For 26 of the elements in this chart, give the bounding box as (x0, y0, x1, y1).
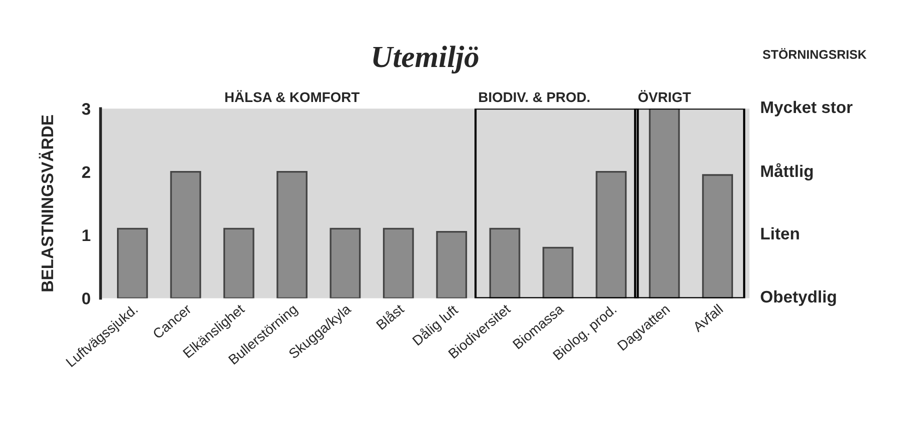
text: HÄLSA & KOMFORT (225, 90, 360, 102)
text: Liten (761, 227, 799, 240)
text: Mycket stor (761, 100, 852, 116)
bar (382, 228, 414, 298)
y-tick-label: 1 (82, 230, 90, 242)
y-tick-label: 3 (82, 103, 90, 115)
bar (330, 228, 361, 298)
y2-axis-title: STÖRNINGSRISK (762, 48, 867, 59)
y-tick-label: 0 (82, 292, 90, 304)
text: BIODIV. & PROD. (479, 92, 590, 102)
text: Måttlig (761, 163, 813, 180)
bar (648, 108, 680, 298)
bar (596, 170, 627, 298)
text: ÖVRIGT (638, 90, 691, 102)
y-tick-label: 2 (82, 166, 90, 178)
bar (170, 170, 202, 298)
text: Obetydlig (760, 290, 836, 306)
bar (116, 228, 148, 298)
y-axis-title: BELASTNINGSVÄRDE (38, 115, 54, 292)
bar (702, 174, 734, 298)
bar (489, 228, 520, 298)
bar (276, 170, 308, 298)
chart-title: Utemiljö (373, 46, 478, 74)
bar (223, 228, 254, 298)
bar (436, 231, 468, 298)
bar (542, 246, 574, 298)
